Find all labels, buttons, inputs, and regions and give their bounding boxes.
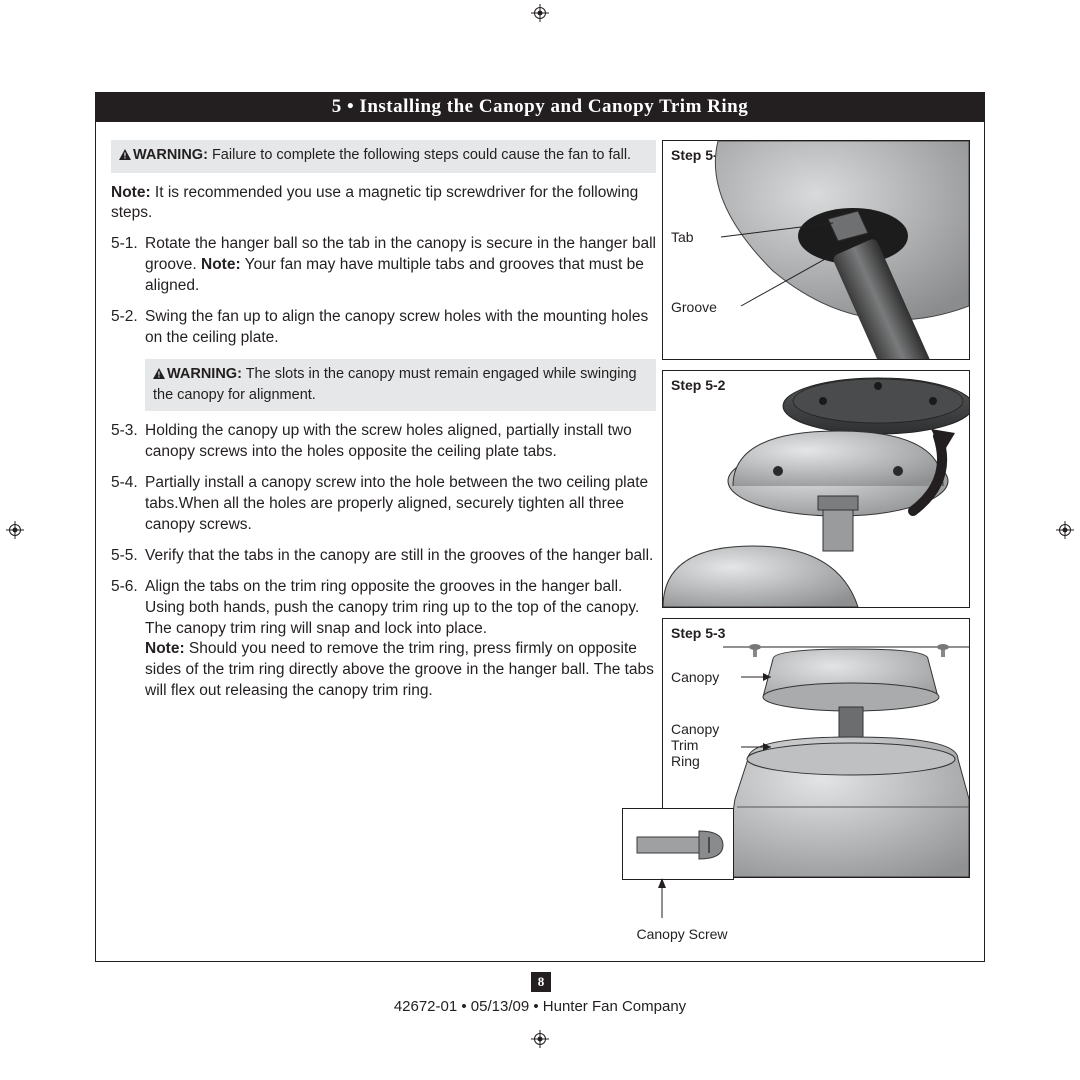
note-rest: It is recommended you use a magnetic tip… xyxy=(111,184,638,222)
warning-icon: ! xyxy=(153,366,165,386)
warning-text: Failure to complete the following steps … xyxy=(208,147,631,163)
step-body: Rotate the hanger ball so the tab in the… xyxy=(145,234,656,297)
screw-inset xyxy=(622,808,734,880)
step-5-5: 5-5. Verify that the tabs in the canopy … xyxy=(111,546,656,567)
svg-text:!: ! xyxy=(124,152,127,161)
page-number: 8 xyxy=(531,972,551,992)
step-5-2: 5-2. Swing the fan up to align the canop… xyxy=(111,307,656,349)
label-canopy-screw: Canopy Screw xyxy=(612,926,752,942)
footer-text: 42672-01 • 05/13/09 • Hunter Fan Company xyxy=(0,998,1080,1015)
step-number: 5-5. xyxy=(111,546,145,567)
step-5-4: 5-4. Partially install a canopy screw in… xyxy=(111,473,656,536)
label-groove: Groove xyxy=(671,299,717,315)
warning-box-1: ! WARNING: Failure to complete the follo… xyxy=(111,140,656,173)
label-trim-ring: Canopy Trim Ring xyxy=(671,721,719,769)
step-note-bold: Note: xyxy=(145,640,185,657)
step-number: 5-6. xyxy=(111,577,145,703)
figure-column: Step 5-1 xyxy=(662,140,970,878)
step-number: 5-2. xyxy=(111,307,145,349)
step-text-a: Align the tabs on the trim ring opposite… xyxy=(145,578,639,637)
figure-5-1: Step 5-1 xyxy=(662,140,970,360)
warning-icon: ! xyxy=(119,147,131,167)
note-bold: Note: xyxy=(111,184,151,201)
step-5-6: 5-6. Align the tabs on the trim ring opp… xyxy=(111,577,656,703)
content-frame: ! WARNING: Failure to complete the follo… xyxy=(95,122,985,962)
intro-note: Note: It is recommended you use a magnet… xyxy=(111,183,656,225)
figure-5-2: Step 5-2 xyxy=(662,370,970,608)
step-body: Align the tabs on the trim ring opposite… xyxy=(145,577,656,703)
step-body: Swing the fan up to align the canopy scr… xyxy=(145,307,656,349)
step-text-c: Should you need to remove the trim ring,… xyxy=(145,640,654,699)
step-body: Partially install a canopy screw into th… xyxy=(145,473,656,536)
warning-box-2: ! WARNING: The slots in the canopy must … xyxy=(145,359,656,411)
step-5-1: 5-1. Rotate the hanger ball so the tab i… xyxy=(111,234,656,297)
warning-label: WARNING: xyxy=(167,366,242,382)
reg-mark-top xyxy=(531,4,549,22)
reg-mark-right xyxy=(1056,521,1074,539)
screw-leader xyxy=(642,878,702,928)
reg-mark-left xyxy=(6,521,24,539)
label-canopy: Canopy xyxy=(671,669,719,685)
step-body: Verify that the tabs in the canopy are s… xyxy=(145,546,656,567)
label-tab: Tab xyxy=(671,229,694,245)
step-number: 5-3. xyxy=(111,421,145,463)
text-column: ! WARNING: Failure to complete the follo… xyxy=(111,140,656,712)
step-note-bold: Note: xyxy=(201,256,241,273)
svg-text:!: ! xyxy=(158,371,161,380)
step-number: 5-4. xyxy=(111,473,145,536)
section-header: 5 • Installing the Canopy and Canopy Tri… xyxy=(95,92,985,122)
step-body: Holding the canopy up with the screw hol… xyxy=(145,421,656,463)
step-number: 5-1. xyxy=(111,234,145,297)
step-5-3: 5-3. Holding the canopy up with the scre… xyxy=(111,421,656,463)
warning-label: WARNING: xyxy=(133,147,208,163)
reg-mark-bottom xyxy=(531,1030,549,1048)
